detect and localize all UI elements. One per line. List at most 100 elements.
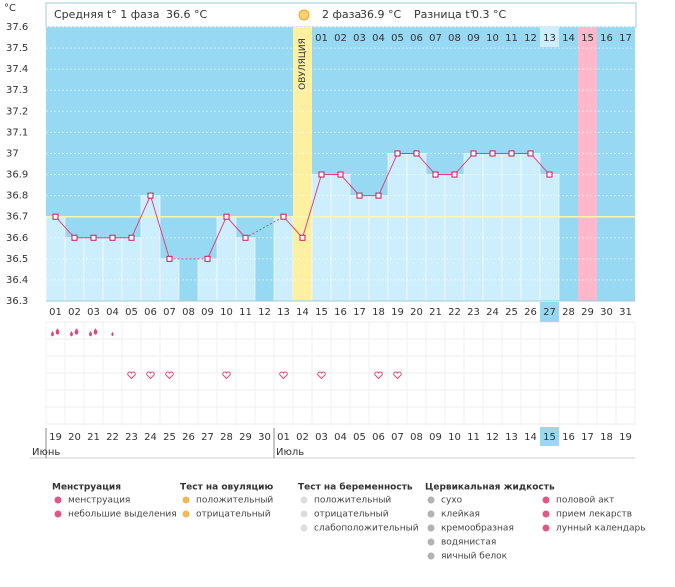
date-label: 05 bbox=[353, 432, 366, 443]
legend-icon bbox=[542, 510, 550, 518]
phase2-day: 06 bbox=[410, 33, 423, 44]
heart-icon bbox=[317, 371, 326, 380]
temp-point bbox=[356, 192, 363, 199]
temp-point bbox=[299, 234, 306, 241]
temp-point bbox=[166, 255, 173, 262]
date-label: 13 bbox=[505, 432, 518, 443]
legend-item: положительный bbox=[196, 496, 273, 506]
x-tick-label: 22 bbox=[448, 307, 461, 318]
legend-item: сухо bbox=[441, 496, 463, 506]
heart-icon bbox=[222, 371, 231, 380]
y-tick-label: 37.2 bbox=[6, 106, 28, 117]
temp-point bbox=[394, 150, 401, 157]
x-tick-label: 04 bbox=[106, 307, 119, 318]
legend-item: небольшие выделения bbox=[68, 510, 177, 520]
y-tick-label: 36.3 bbox=[6, 296, 28, 307]
x-tick-label: 28 bbox=[562, 307, 575, 318]
date-label: 07 bbox=[391, 432, 404, 443]
phase2-day: 01 bbox=[315, 33, 328, 44]
temp-bar bbox=[482, 153, 503, 302]
y-tick-label: 36.4 bbox=[6, 275, 28, 286]
diff-value: 0.3 °C bbox=[472, 8, 506, 21]
phase2-day: 12 bbox=[524, 33, 537, 44]
y-tick-label: 37.1 bbox=[6, 127, 28, 138]
temp-point bbox=[413, 150, 420, 157]
date-label: 28 bbox=[220, 432, 233, 443]
month-label: Июль bbox=[276, 447, 304, 458]
legend-item: слабоположительный bbox=[314, 524, 419, 534]
legend-item: половой акт bbox=[556, 496, 614, 506]
date-label: 09 bbox=[429, 432, 442, 443]
temp-bar bbox=[520, 153, 541, 302]
temp-point bbox=[527, 150, 534, 157]
temp-point bbox=[337, 171, 344, 178]
temp-bar bbox=[387, 153, 408, 302]
legend-icon bbox=[182, 496, 190, 504]
x-tick-label: 25 bbox=[505, 307, 518, 318]
x-tick-label: 03 bbox=[87, 307, 100, 318]
y-tick-label: 37.5 bbox=[6, 43, 28, 54]
date-label: 16 bbox=[562, 432, 575, 443]
x-tick-label: 15 bbox=[315, 307, 328, 318]
phase2-day: 07 bbox=[429, 33, 442, 44]
legend-icon bbox=[427, 552, 435, 560]
legend-icon bbox=[542, 496, 550, 504]
legend-icon bbox=[300, 496, 308, 504]
legend-item: прием лекарств bbox=[556, 510, 632, 520]
date-label: 08 bbox=[410, 432, 423, 443]
date-label: 21 bbox=[87, 432, 100, 443]
x-tick-label: 29 bbox=[581, 307, 594, 318]
date-label: 12 bbox=[486, 432, 499, 443]
x-tick-label: 17 bbox=[353, 307, 366, 318]
temp-point bbox=[90, 234, 97, 241]
phase2-day: 17 bbox=[619, 33, 632, 44]
temp-point bbox=[71, 234, 78, 241]
legend-title: Цервикальная жидкость bbox=[425, 483, 555, 493]
heart-icon bbox=[374, 371, 383, 380]
phase2-day: 02 bbox=[334, 33, 347, 44]
x-tick-label: 27 bbox=[543, 307, 556, 318]
x-tick-label: 19 bbox=[391, 307, 404, 318]
temp-point bbox=[242, 234, 249, 241]
temp-bar bbox=[102, 237, 123, 302]
date-label: 17 bbox=[581, 432, 594, 443]
legend-icon bbox=[427, 524, 435, 532]
y-tick-label: 36.8 bbox=[6, 191, 28, 202]
y-tick-label: 37 bbox=[6, 148, 19, 159]
temp-point bbox=[546, 171, 553, 178]
legend-item: водянистая bbox=[441, 538, 496, 548]
temp-bar bbox=[235, 237, 256, 302]
x-tick-label: 20 bbox=[410, 307, 423, 318]
date-label: 01 bbox=[277, 432, 290, 443]
x-tick-label: 01 bbox=[49, 307, 62, 318]
date-label: 19 bbox=[619, 432, 632, 443]
x-tick-label: 11 bbox=[239, 307, 252, 318]
legend-icon bbox=[182, 510, 190, 518]
y-tick-label: 37.4 bbox=[6, 64, 28, 75]
legend-icon bbox=[427, 496, 435, 504]
date-label: 03 bbox=[315, 432, 328, 443]
menstruation-icon bbox=[55, 328, 60, 335]
temp-point bbox=[128, 234, 135, 241]
x-tick-label: 10 bbox=[220, 307, 233, 318]
date-label: 10 bbox=[448, 432, 461, 443]
x-tick-label: 02 bbox=[68, 307, 81, 318]
diff-label: Разница t° bbox=[414, 8, 475, 21]
gap-bridge bbox=[245, 216, 284, 239]
temp-point bbox=[280, 213, 287, 220]
date-label: 02 bbox=[296, 432, 309, 443]
legend-item: кремообразная bbox=[441, 524, 514, 534]
today-cell bbox=[540, 27, 559, 47]
temp-bar bbox=[406, 153, 427, 302]
temp-point bbox=[318, 171, 325, 178]
menstruation-icon bbox=[111, 331, 114, 337]
date-label: 14 bbox=[524, 432, 537, 443]
temp-bar bbox=[368, 195, 389, 302]
phase2-day: 08 bbox=[448, 33, 461, 44]
x-tick-label: 26 bbox=[524, 307, 537, 318]
legend-item: яичный белок bbox=[441, 552, 508, 562]
heart-icon bbox=[279, 371, 288, 380]
x-tick-label: 16 bbox=[334, 307, 347, 318]
y-tick-label: 36.7 bbox=[6, 212, 28, 223]
temp-point bbox=[508, 150, 515, 157]
